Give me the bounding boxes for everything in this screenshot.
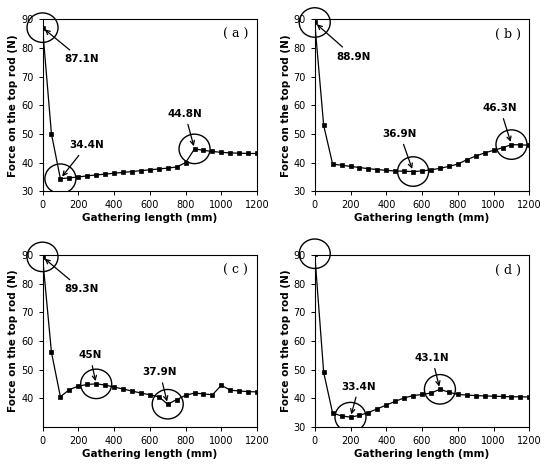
- Y-axis label: Force on the top rod (N): Force on the top rod (N): [8, 269, 18, 412]
- X-axis label: Gathering length (mm): Gathering length (mm): [82, 449, 217, 459]
- Text: 33.4N: 33.4N: [342, 382, 376, 413]
- Text: 43.1N: 43.1N: [415, 353, 449, 385]
- X-axis label: Gathering length (mm): Gathering length (mm): [82, 213, 217, 223]
- Text: 34.4N: 34.4N: [63, 141, 104, 176]
- Text: 36.9N: 36.9N: [383, 129, 417, 168]
- X-axis label: Gathering length (mm): Gathering length (mm): [354, 449, 490, 459]
- Text: 44.8N: 44.8N: [168, 109, 202, 145]
- Text: 45N: 45N: [78, 350, 102, 380]
- Text: ( c ): ( c ): [223, 263, 248, 276]
- Text: 90.4N: 90.4N: [0, 466, 1, 467]
- Y-axis label: Force on the top rod (N): Force on the top rod (N): [8, 34, 18, 177]
- Y-axis label: Force on the top rod (N): Force on the top rod (N): [280, 269, 290, 412]
- Text: ( a ): ( a ): [223, 28, 249, 41]
- X-axis label: Gathering length (mm): Gathering length (mm): [354, 213, 490, 223]
- Y-axis label: Force on the top rod (N): Force on the top rod (N): [280, 34, 290, 177]
- Text: 37.9N: 37.9N: [142, 368, 177, 400]
- Text: 89.3N: 89.3N: [46, 260, 98, 294]
- Text: ( b ): ( b ): [495, 28, 521, 41]
- Text: 88.9N: 88.9N: [318, 25, 371, 62]
- Text: 46.3N: 46.3N: [483, 103, 518, 141]
- Text: ( d ): ( d ): [495, 263, 521, 276]
- Text: 87.1N: 87.1N: [46, 30, 98, 64]
